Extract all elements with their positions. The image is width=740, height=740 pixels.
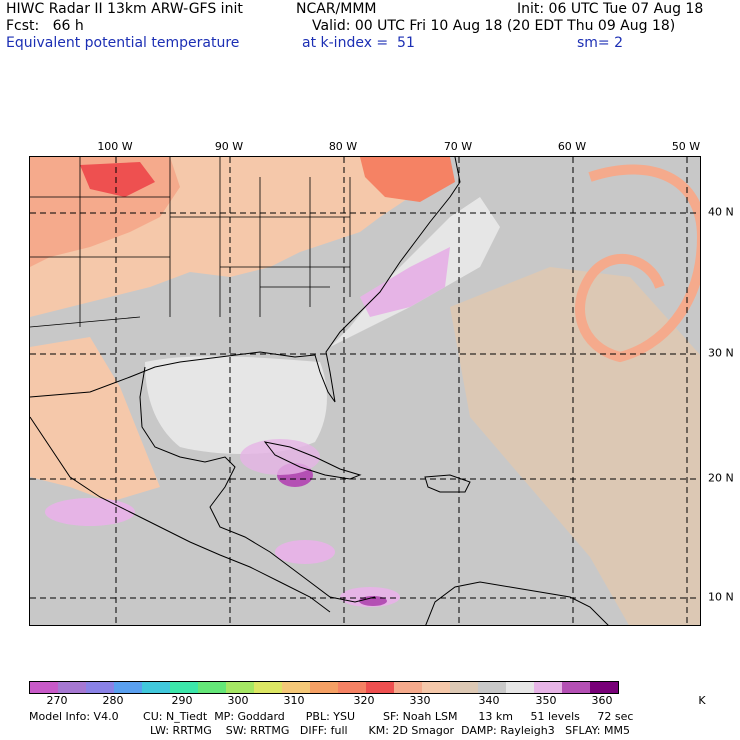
organization: NCAR/MMM [296,1,377,17]
colorbar-swatch-15 [450,682,478,693]
colorbar-swatch-2 [86,682,114,693]
lon-label-50w: 50 W [671,140,701,153]
hot-core-north [80,162,155,197]
colorbar-swatch-0 [30,682,58,693]
lat-label-30n: 30 N [708,346,734,360]
colorbar-swatch-17 [506,682,534,693]
colorbar-swatch-12 [366,682,394,693]
convection-central-america [275,540,335,564]
colorbar-swatch-4 [142,682,170,693]
colorbar-label-270: 270 [46,694,68,707]
colorbar [29,681,619,694]
colorbar-label-290: 290 [171,694,193,707]
colorbar-label-280: 280 [102,694,124,707]
level-index: at k-index = 51 [302,35,415,51]
colorbar-swatch-8 [254,682,282,693]
field-name: Equivalent potential temperature [6,35,240,51]
colorbar-swatch-14 [422,682,450,693]
lon-label-70w: 70 W [443,140,473,153]
colorbar-swatch-20 [590,682,618,693]
colorbar-label-320: 320 [353,694,375,707]
colorbar-swatch-18 [534,682,562,693]
colorbar-swatch-7 [226,682,254,693]
hot-region-northeast [360,157,455,202]
colorbar-swatch-9 [282,682,310,693]
colorbar-swatch-3 [114,682,142,693]
colorbar-label-330: 330 [409,694,431,707]
colorbar-swatch-1 [58,682,86,693]
lat-label-20n: 20 N [708,471,734,485]
coastline-mexico [139,366,376,603]
map-canvas [30,157,700,625]
smoothing: sm= 2 [577,35,624,51]
warm-region-mexico [30,337,160,502]
coastline-hispaniola [424,474,471,493]
political-borders [30,157,351,328]
lon-label-80w: 80 W [328,140,358,153]
valid-time: Valid: 00 UTC Fri 10 Aug 18 (20 EDT Thu … [312,18,676,34]
colorbar-label-350: 350 [535,694,557,707]
model-title: HIWC Radar II 13km ARW-GFS init [6,1,243,17]
coastline-south-america [425,581,609,625]
atlantic-warm-region [450,267,700,625]
colorbar-label-360: 360 [591,694,613,707]
atlantic-warm-swirl [575,164,700,363]
colorbar-swatch-6 [198,682,226,693]
colorbar-swatch-16 [478,682,506,693]
model-info-line1: Model Info: V4.0 CU: N_Tiedt MP: Goddard… [29,710,634,723]
lon-label-60w: 60 W [557,140,587,153]
lat-label-40n: 40 N [708,205,734,219]
init-time: Init: 06 UTC Tue 07 Aug 18 [517,1,704,17]
forecast-hour: Fcst: 66 h [6,18,84,34]
coastline-cuba [263,441,362,480]
colorbar-label-300: 300 [227,694,249,707]
colorbar-swatch-5 [170,682,198,693]
gulf-cool-region [145,356,327,454]
coastline-pacific [30,416,331,613]
colorbar-label-340: 340 [478,694,500,707]
convection-pacific [45,498,135,526]
theta-e-map [29,156,701,626]
colorbar-label-310: 310 [283,694,305,707]
lat-lon-grid [30,157,700,625]
convection-carolinas [360,247,450,317]
model-info-line2: LW: RRTMG SW: RRTMG DIFF: full KM: 2D Sm… [150,724,630,737]
lon-label-90w: 90 W [214,140,244,153]
coastline-us-gulf-atlantic [30,157,461,403]
colorbar-swatch-11 [338,682,366,693]
colorbar-swatch-13 [394,682,422,693]
colorbar-unit: K [698,694,706,707]
lon-label-100w: 100 W [97,140,133,153]
colorbar-swatch-10 [310,682,338,693]
colorbar-swatch-19 [562,682,590,693]
lat-label-10n: 10 N [708,590,734,604]
